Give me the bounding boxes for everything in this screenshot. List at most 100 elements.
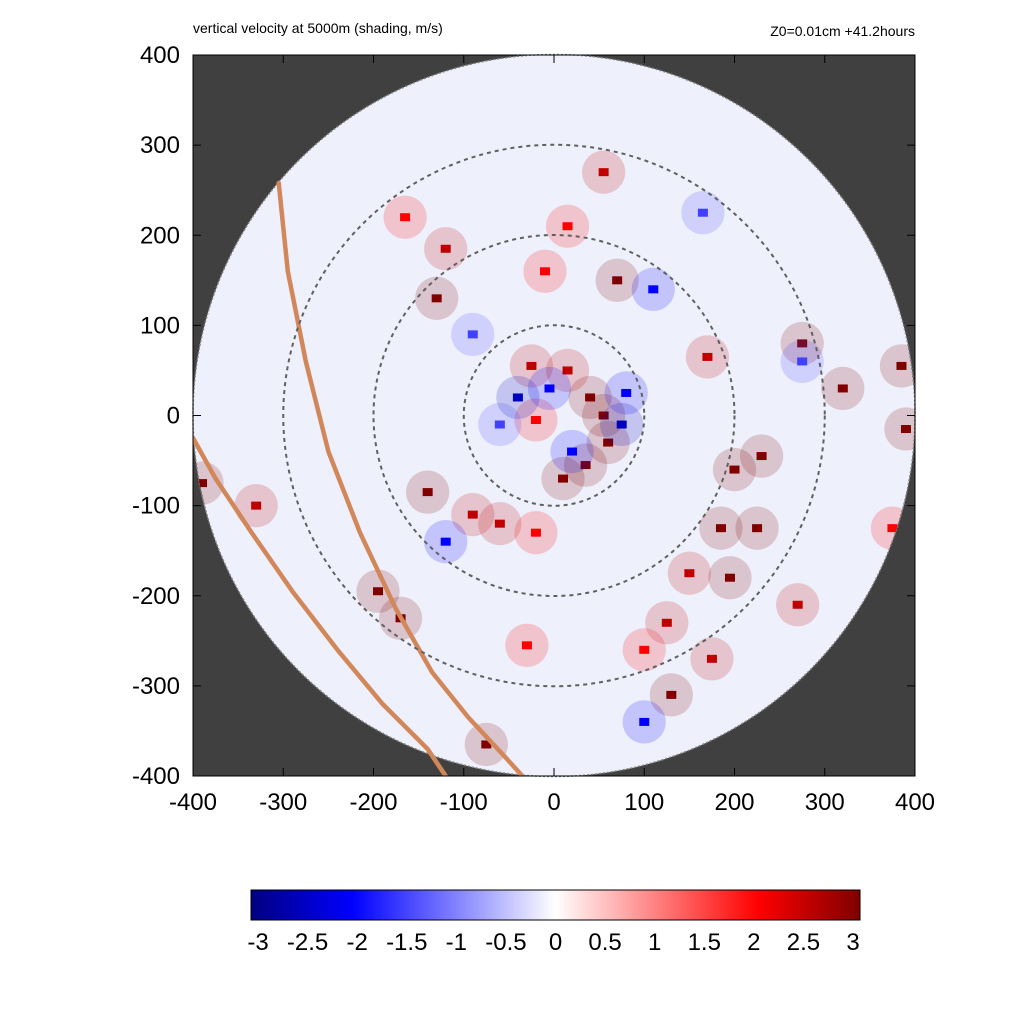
range-ring: [282, 143, 826, 688]
colorbar-label: -1: [446, 929, 467, 956]
chart-title: vertical velocity at 5000m (shading, m/s…: [193, 20, 443, 36]
chart-subtitle: Z0=0.01cm +41.2hours: [770, 23, 915, 39]
velocity-cell: [887, 524, 898, 533]
x-tick-label: -300: [259, 789, 307, 816]
velocity-cell: [422, 488, 433, 497]
x-tick-label: -100: [440, 789, 488, 816]
x-tick-label: 400: [895, 789, 935, 816]
range-ring: [372, 234, 736, 597]
velocity-cell: [197, 479, 208, 488]
x-tick-label: 100: [624, 789, 664, 816]
velocity-cell: [639, 717, 650, 726]
y-axis-tick-labels: 400 300 200 100 0 -100 -200 -300 -400: [132, 42, 180, 790]
colorbar-label: 1: [648, 929, 661, 956]
colorbar-label: 0.5: [588, 929, 621, 956]
velocity-cell: [467, 330, 478, 339]
coastline: [276, 180, 525, 776]
colorbar-labels: -3 -2.5 -2 -1.5 -1 -0.5 0 0.5 1 1.5 2 2.5 3: [247, 929, 859, 956]
x-tick-label: 300: [805, 789, 845, 816]
plot-area: [192, 53, 916, 778]
velocity-cell: [481, 740, 492, 749]
velocity-cell: [598, 411, 609, 420]
colorbar-gradient: [250, 889, 861, 921]
y-tick-label: 0: [167, 403, 180, 430]
velocity-cell: [900, 425, 911, 434]
coastline: [193, 435, 448, 776]
velocity-cell: [639, 645, 650, 654]
colorbar-label: 1.5: [688, 929, 721, 956]
velocity-cell: [530, 416, 541, 425]
y-tick-label: -400: [132, 763, 180, 790]
axis-ticks: [192, 54, 916, 777]
velocity-cell: [562, 366, 573, 375]
velocity-cell: [530, 528, 541, 537]
x-tick-label: -200: [349, 789, 397, 816]
velocity-cell: [494, 420, 505, 429]
velocity-cell: [585, 393, 596, 402]
colorbar-label: 2: [747, 929, 760, 956]
x-tick-label: -400: [169, 789, 217, 816]
velocity-cell: [756, 452, 767, 461]
velocity-cell: [440, 244, 451, 253]
velocity-cell: [702, 352, 713, 361]
velocity-cell: [706, 654, 717, 663]
velocity-cell: [797, 339, 808, 348]
velocity-cells: [193, 150, 915, 767]
velocity-cell: [797, 357, 808, 366]
velocity-cell: [621, 388, 632, 397]
colorbar-label: 3: [846, 929, 859, 956]
velocity-cell: [715, 524, 726, 533]
y-tick-label: 200: [140, 222, 180, 249]
coastlines: [193, 180, 525, 776]
velocity-cell: [724, 573, 735, 582]
velocity-cell: [251, 501, 262, 510]
x-axis-tick-labels: -400 -300 -200 -100 0 100 200 300 400: [169, 789, 935, 816]
colorbar-label: -0.5: [485, 929, 526, 956]
y-tick-label: 100: [140, 312, 180, 339]
velocity-cell: [598, 168, 609, 177]
velocity-cell: [896, 361, 907, 370]
velocity-cell: [580, 461, 591, 470]
velocity-cell: [612, 276, 623, 285]
velocity-cell: [467, 510, 478, 519]
velocity-cell: [512, 393, 523, 402]
y-tick-label: -100: [132, 493, 180, 520]
colorbar-label: -1.5: [386, 929, 427, 956]
velocity-cell: [567, 447, 578, 456]
velocity-cell: [373, 587, 384, 596]
velocity-cell: [539, 267, 550, 276]
velocity-cell: [562, 222, 573, 231]
velocity-cell: [684, 569, 695, 578]
range-rings: [282, 143, 826, 688]
velocity-cell: [431, 294, 442, 303]
velocity-cell: [558, 474, 569, 483]
velocity-cell: [729, 465, 740, 474]
velocity-cell: [400, 213, 411, 222]
colorbar-label: -2: [346, 929, 367, 956]
x-tick-label: 200: [714, 789, 754, 816]
velocity-cell: [752, 524, 763, 533]
velocity-cell: [648, 285, 659, 294]
velocity-cell: [616, 420, 627, 429]
velocity-cell: [521, 641, 532, 650]
velocity-cell: [837, 384, 848, 393]
colorbar: -3 -2.5 -2 -1.5 -1 -0.5 0 0.5 1 1.5 2 2.5 3: [247, 889, 861, 956]
y-tick-label: -300: [132, 673, 180, 700]
x-tick-label: 0: [547, 789, 560, 816]
velocity-cell: [544, 384, 555, 393]
range-ring: [462, 324, 646, 507]
velocity-cell: [603, 438, 614, 447]
y-tick-label: -200: [132, 583, 180, 610]
colorbar-label: 0: [549, 929, 562, 956]
y-tick-label: 400: [140, 42, 180, 69]
velocity-cell: [697, 208, 708, 217]
colorbar-label: -3: [247, 929, 268, 956]
velocity-cell: [526, 361, 537, 370]
velocity-cell: [661, 618, 672, 627]
colorbar-label: -2.5: [287, 929, 328, 956]
y-tick-label: 300: [140, 132, 180, 159]
velocity-cell: [792, 600, 803, 609]
velocity-cell: [666, 690, 677, 699]
velocity-cell: [440, 537, 451, 546]
